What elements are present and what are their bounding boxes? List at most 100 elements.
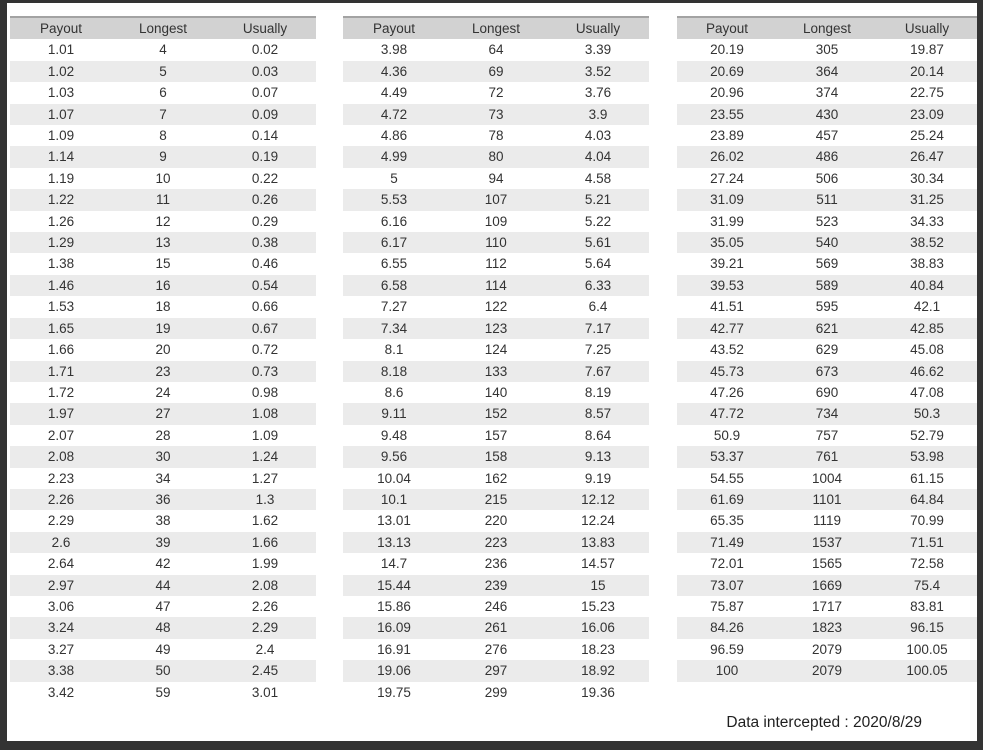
data-cell: 1.08 — [214, 403, 316, 425]
data-cell: 22.75 — [910, 85, 944, 101]
data-cell: 7.67 — [547, 360, 649, 382]
data-cell: 9.19 — [584, 470, 612, 486]
data-cell: 72.01 — [710, 556, 744, 572]
table-row: 73.07 1669 75.4 — [677, 574, 977, 596]
data-cell: 54.55 — [710, 470, 744, 486]
data-cell: 15.44 — [343, 574, 445, 596]
data-cell: 5.64 — [584, 256, 612, 272]
data-cell: 23.89 — [710, 128, 744, 144]
data-cell: 16.91 — [377, 641, 411, 657]
data-cell: 80 — [445, 146, 547, 168]
data-cell: 1.19 — [47, 170, 75, 186]
table-row: 39.21 569 38.83 — [677, 253, 977, 274]
data-cell: 1.29 — [10, 232, 112, 254]
data-cell: 72 — [488, 85, 504, 101]
data-cell: 1.62 — [251, 513, 279, 529]
table-row: 8.18 133 7.67 — [343, 360, 649, 382]
data-cell: 7.27 — [380, 299, 408, 315]
data-cell: 1.65 — [10, 317, 112, 340]
table-row: 4.49 72 3.76 — [343, 82, 649, 103]
data-cell: 13.13 — [343, 531, 445, 554]
data-cell: 297 — [445, 660, 547, 682]
data-cell: 39 — [112, 531, 214, 554]
data-cell: 0.54 — [214, 274, 316, 297]
table-row: 1.26 12 0.29 — [10, 211, 316, 232]
data-cell: 2.29 — [214, 617, 316, 639]
data-cell: 239 — [445, 574, 547, 596]
data-cell: 45.08 — [910, 342, 944, 358]
data-cell: 6.17 — [343, 232, 445, 254]
data-cell: 540 — [777, 232, 877, 254]
table-row: 1.07 7 0.09 — [10, 103, 316, 126]
data-cell: 0.03 — [214, 60, 316, 83]
payout-table-2: Payout Longest Usually 3.98 64 3.39 4.36 69 3.52… — [343, 15, 649, 703]
data-cell: 53.98 — [877, 446, 977, 468]
table-row: 2.6 39 1.66 — [10, 531, 316, 554]
table-row: 1.66 20 0.72 — [10, 339, 316, 360]
data-cell: 236 — [484, 556, 508, 572]
table-row: 1.22 11 0.26 — [10, 189, 316, 211]
data-cell: 26.02 — [677, 146, 777, 168]
data-cell: 9 — [112, 146, 214, 168]
column-header-longest: Longest — [112, 15, 214, 40]
data-cell: 18 — [155, 299, 171, 315]
data-cell: 73 — [445, 103, 547, 126]
data-cell: 4.36 — [343, 60, 445, 83]
data-cell: 430 — [777, 103, 877, 126]
data-cell: 2.4 — [255, 641, 275, 657]
data-cell: 13.01 — [377, 513, 411, 529]
data-cell: 72.58 — [910, 556, 944, 572]
data-cell: 5.22 — [584, 213, 612, 229]
data-cell: 1.46 — [10, 274, 112, 297]
table-row: 45.73 673 46.62 — [677, 360, 977, 382]
table-row: 75.87 1717 83.81 — [677, 596, 977, 617]
data-cell: 4 — [159, 42, 167, 58]
table-row: 9.48 157 8.64 — [343, 425, 649, 446]
table-row: 65.35 1119 70.99 — [677, 510, 977, 531]
data-cell: 40.84 — [877, 274, 977, 297]
data-cell: 2.64 — [47, 556, 75, 572]
data-cell: 0.98 — [251, 384, 279, 400]
data-cell: 486 — [777, 146, 877, 168]
data-cell: 23.55 — [677, 103, 777, 126]
column-header-payout: Payout — [343, 15, 445, 40]
data-cell: 59 — [155, 684, 171, 700]
table-row: 4.72 73 3.9 — [343, 103, 649, 126]
table-row: 42.77 621 42.85 — [677, 317, 977, 340]
data-cell: 4.49 — [380, 85, 408, 101]
data-cell: 4.86 — [380, 128, 408, 144]
data-cell: 2.08 — [214, 574, 316, 596]
data-cell: 3.42 — [47, 684, 75, 700]
data-cell: 3.98 — [380, 42, 408, 58]
data-cell: 1.97 — [10, 403, 112, 425]
table-row: 6.55 112 5.64 — [343, 253, 649, 274]
table-row: 100 2079 100.05 — [677, 660, 977, 682]
data-cell: 1537 — [777, 531, 877, 554]
data-cell: 299 — [484, 684, 508, 700]
data-cell: 2.23 — [47, 470, 75, 486]
table-row: 3.98 64 3.39 — [343, 39, 649, 60]
data-cell: 42 — [155, 556, 171, 572]
column-header-usually: Usually — [877, 15, 977, 40]
table-row: 71.49 1537 71.51 — [677, 531, 977, 554]
data-cell: 3.38 — [10, 660, 112, 682]
table-row: 20.96 374 22.75 — [677, 82, 977, 103]
data-cell: 8.1 — [384, 342, 404, 358]
table-row: 1.97 27 1.08 — [10, 403, 316, 425]
data-cell: 511 — [777, 189, 877, 211]
data-cell: 0.67 — [214, 317, 316, 340]
data-cell: 1565 — [811, 556, 843, 572]
data-cell: 15.23 — [581, 598, 615, 614]
table-row: 2.07 28 1.09 — [10, 425, 316, 446]
table-row: 31.09 511 31.25 — [677, 189, 977, 211]
data-cell: 38 — [155, 513, 171, 529]
table-row: 6.16 109 5.22 — [343, 211, 649, 232]
data-cell: 1.66 — [214, 531, 316, 554]
data-cell: 8.57 — [547, 403, 649, 425]
data-cell: 4.04 — [547, 146, 649, 168]
table-header-row: Payout Longest Usually — [677, 15, 977, 40]
data-cell: 49 — [155, 641, 171, 657]
data-cell: 374 — [815, 85, 839, 101]
data-cell: 1823 — [777, 617, 877, 639]
data-cell: 1.03 — [47, 85, 75, 101]
